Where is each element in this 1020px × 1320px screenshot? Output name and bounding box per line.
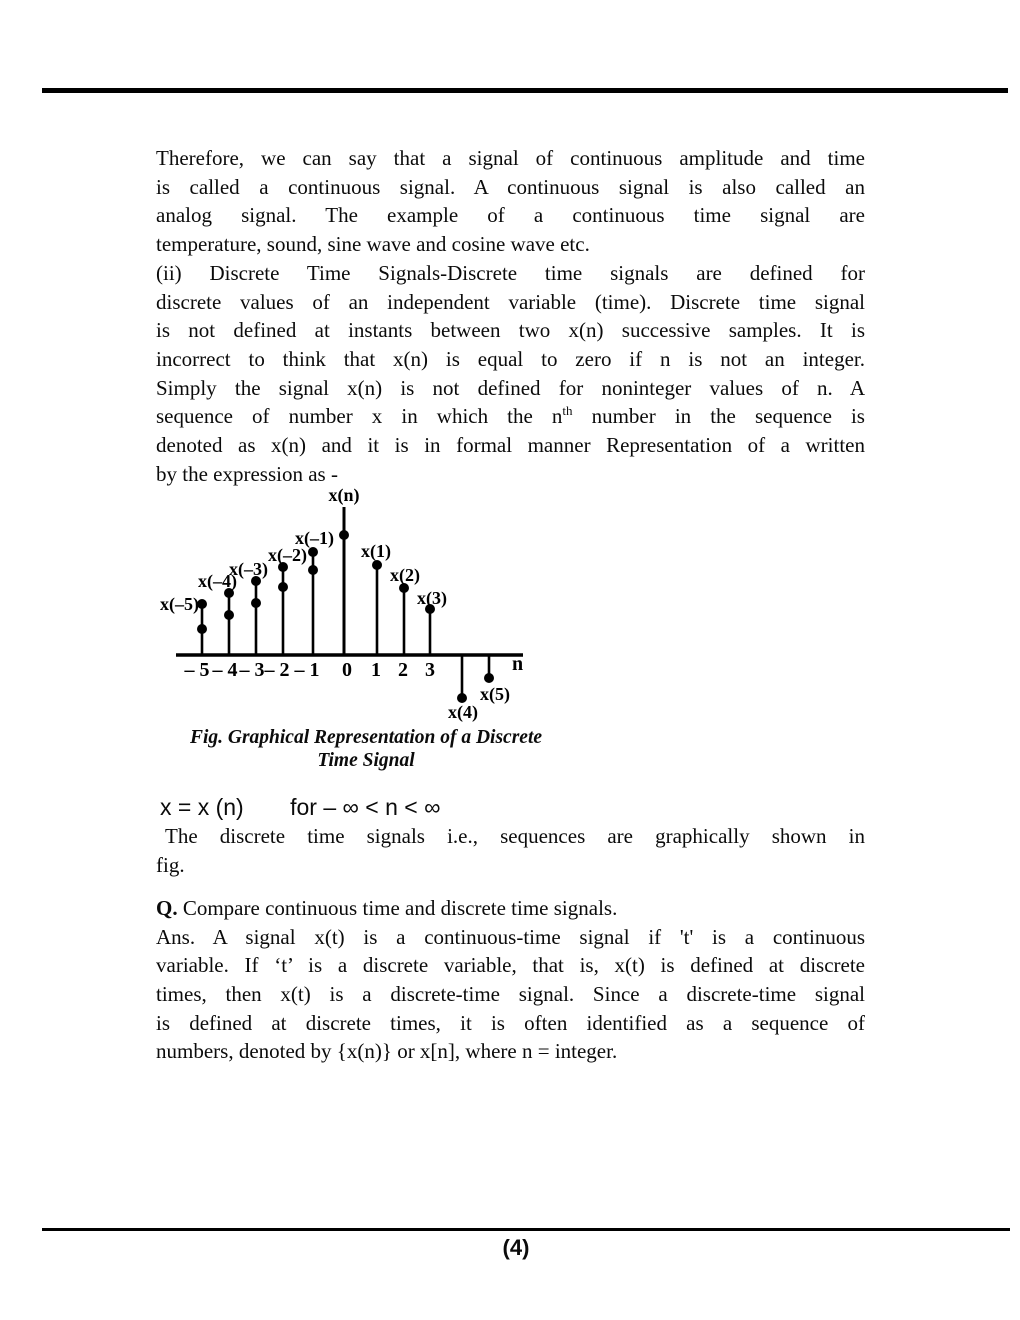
text-segment: denoted as x(n) and it is in formal mann…	[156, 433, 865, 458]
text-line: by the expression as -	[156, 460, 865, 489]
stem-label: x(2)	[390, 565, 420, 586]
sample-dot	[251, 598, 261, 609]
text-segment: discrete values of an independent variab…	[156, 289, 865, 314]
tick-label: – 1	[294, 659, 320, 681]
sample-dot	[224, 610, 234, 621]
text-segment: numbers, denoted by {x(n)} or x[n], wher…	[156, 1039, 618, 1064]
tick-label: – 4	[212, 659, 238, 681]
sample-dot	[308, 547, 318, 558]
sample-dot	[278, 562, 288, 573]
stem-label: x(1)	[361, 541, 391, 562]
text-line: is called a continuous signal. A continu…	[156, 173, 865, 202]
text-line: Therefore, we can say that a signal of c…	[156, 144, 865, 173]
text-line: Ans. A signal x(t) is a continuous-time …	[156, 923, 865, 952]
sample-dot	[278, 582, 288, 593]
text-line: denoted as x(n) and it is in formal mann…	[156, 431, 865, 460]
text-line: Simply the signal x(n) is not defined fo…	[156, 374, 865, 403]
text-segment: analog signal. The example of a continuo…	[156, 203, 865, 228]
text-segment: Compare continuous time and discrete tim…	[177, 895, 618, 920]
text-segment: by the expression as -	[156, 461, 338, 486]
figure-caption: Fig. Graphical Representation of a Discr…	[156, 726, 576, 772]
sample-dot	[399, 583, 409, 594]
text-segment: times, then x(t) is a discrete-time sign…	[156, 981, 865, 1006]
text-line: is defined at discrete times, it is ofte…	[156, 1009, 865, 1038]
text-line: analog signal. The example of a continuo…	[156, 201, 865, 230]
tick-label: 2	[398, 659, 408, 681]
stem-label: x(5)	[480, 684, 510, 705]
text-segment: Q.	[156, 895, 178, 920]
paragraph-discrete-signals: (ii) Discrete Time Signals-Discrete time…	[156, 259, 865, 489]
page-number: (4)	[502, 1235, 530, 1260]
sample-dot	[372, 560, 382, 571]
sample-dot	[425, 604, 435, 615]
text-segment: Ans. A signal x(t) is a continuous-time …	[156, 924, 865, 949]
qa-block: Q. Compare continuous time and discrete …	[156, 894, 865, 1066]
sample-dot	[484, 673, 494, 684]
caption-line2: Time Signal	[317, 750, 415, 772]
paragraph-fig-reference: The discrete time signals i.e., sequence…	[156, 822, 865, 879]
text-segment: variable. If ‘t’ is a discrete variable,…	[156, 953, 865, 978]
text-line: (ii) Discrete Time Signals-Discrete time…	[156, 259, 865, 288]
caption-line1: Fig. Graphical Representation of a Discr…	[189, 727, 543, 749]
text-line: incorrect to think that x(n) is equal to…	[156, 345, 865, 374]
equation-line: x = x (n) for – ∞ < n < ∞	[156, 793, 865, 822]
stem-label: x(–5)	[160, 594, 199, 615]
text-segment: number in the sequence is	[572, 404, 865, 429]
stem-label: x(–4)	[198, 571, 237, 592]
tick-label: – 5	[184, 659, 210, 681]
tick-label: 3	[425, 659, 435, 681]
text-line: Q. Compare continuous time and discrete …	[156, 894, 865, 923]
y-axis-label: x(n)	[329, 485, 360, 506]
text-segment: is not defined at instants between two x…	[156, 318, 865, 343]
bottom-rule	[42, 1228, 1010, 1231]
sample-dot	[308, 565, 318, 576]
tick-label: – 2	[264, 659, 290, 681]
tick-label: 0	[342, 659, 352, 681]
stem-plot: nx(–5)x(–4)x(–3)x(–2)x(–1)x(n)x(1)x(2)x(…	[160, 485, 523, 723]
text-segment: sequence of number x in which the n	[156, 404, 563, 429]
text-segment: The discrete time signals i.e., sequence…	[165, 824, 865, 849]
x-axis-label: n	[512, 653, 523, 675]
page-content: Therefore, we can say that a signal of c…	[156, 144, 865, 1066]
figure-discrete-signal: n x(–5) x(–4) x(–3) x(–2) x(–1) x(n) x(1) x(2) x(…	[156, 485, 865, 778]
text-segment: fig.	[156, 853, 185, 878]
sample-dot	[224, 588, 234, 599]
text-segment: is defined at discrete times, it is ofte…	[156, 1010, 865, 1035]
text-line: temperature, sound, sine wave and cosine…	[156, 230, 865, 259]
text-segment: (ii) Discrete Time Signals-Discrete time…	[156, 260, 865, 285]
sample-dot	[251, 576, 261, 587]
text-line: variable. If ‘t’ is a discrete variable,…	[156, 951, 865, 980]
stem-label: x(–2)	[268, 545, 307, 566]
paragraph-continuous-signal: Therefore, we can say that a signal of c…	[156, 144, 865, 259]
sample-dot	[197, 624, 207, 635]
text-line: is not defined at instants between two x…	[156, 316, 865, 345]
text-line: numbers, denoted by {x(n)} or x[n], wher…	[156, 1037, 865, 1066]
sample-dot	[339, 530, 349, 541]
sample-dot	[457, 693, 467, 704]
stem-label: x(–1)	[295, 528, 334, 549]
superscript-text: th	[562, 403, 573, 419]
text-line: sequence of number x in which the nth nu…	[156, 402, 865, 431]
equation-lhs: x = x (n)	[160, 794, 244, 821]
text-line: times, then x(t) is a discrete-time sign…	[156, 980, 865, 1009]
tick-label: 1	[371, 659, 381, 681]
stem-label: x(4)	[448, 702, 478, 723]
text-segment: incorrect to think that x(n) is equal to…	[156, 346, 865, 371]
tick-label: – 3	[239, 659, 265, 681]
text-segment: temperature, sound, sine wave and cosine…	[156, 232, 590, 257]
text-segment: is called a continuous signal. A continu…	[156, 174, 865, 199]
top-rule	[42, 88, 1008, 93]
text-line: The discrete time signals i.e., sequence…	[156, 822, 865, 851]
equation-condition: for – ∞ < n < ∞	[290, 794, 441, 821]
text-line: fig.	[156, 851, 865, 880]
sample-dot	[197, 599, 207, 610]
stem-label: x(3)	[417, 588, 447, 609]
stem-label: x(–3)	[229, 559, 268, 580]
text-segment: Simply the signal x(n) is not defined fo…	[156, 375, 865, 400]
text-line: discrete values of an independent variab…	[156, 288, 865, 317]
text-segment: Therefore, we can say that a signal of c…	[156, 146, 865, 170]
